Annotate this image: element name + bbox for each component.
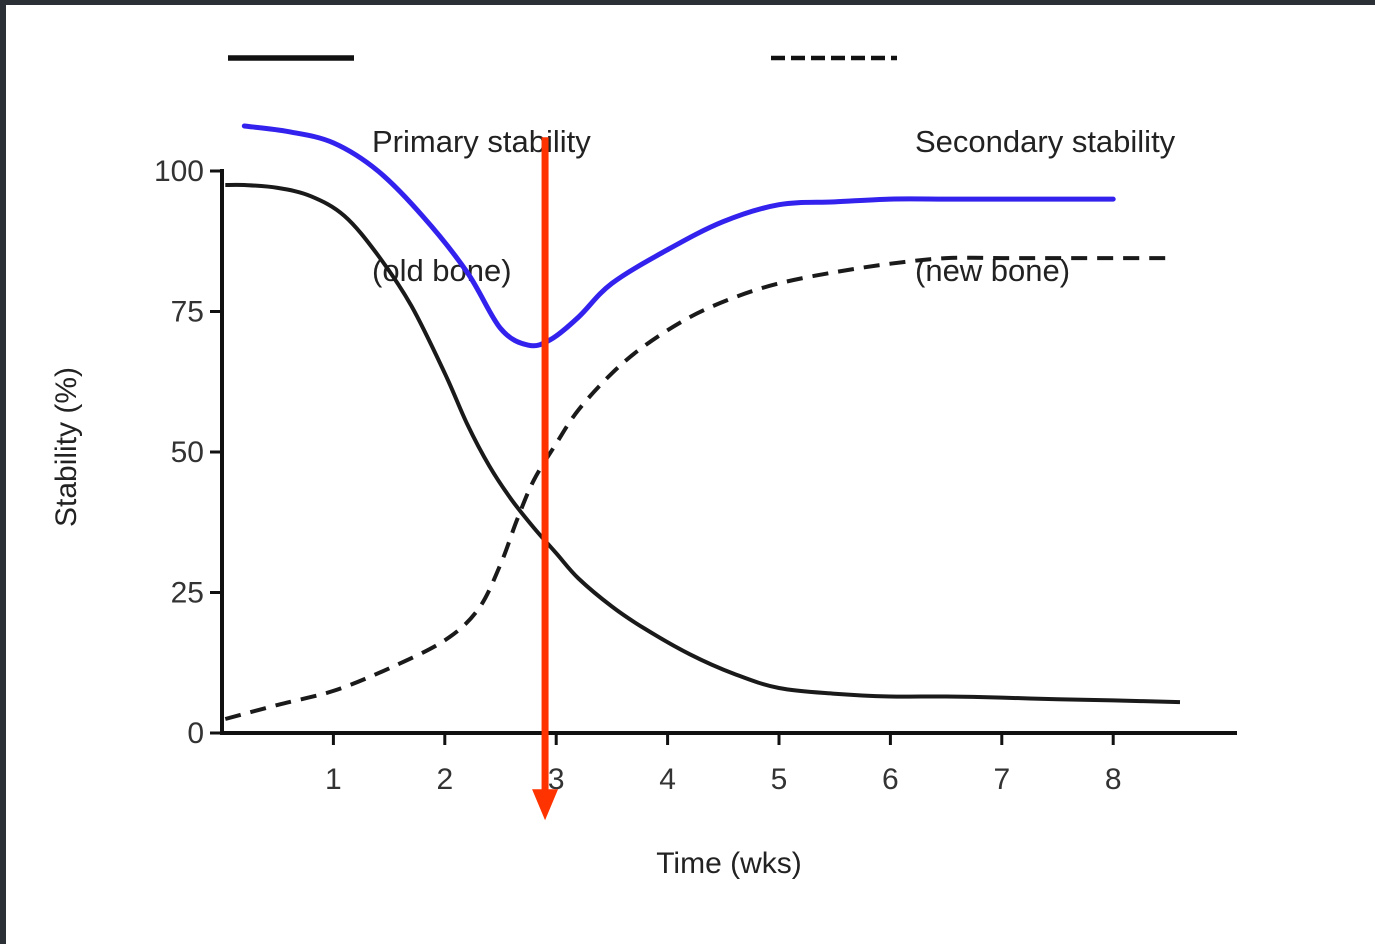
axes: 0 25 50 75 100 1 2 3 4 5 6 7 8 Time (wks) Stability (%…	[50, 155, 1237, 880]
chart-canvas	[6, 5, 1375, 944]
series-line-primary	[225, 182, 1181, 705]
x-tick-label-1: 1	[325, 763, 342, 796]
y-axis-title: Stability (%)	[50, 367, 83, 527]
legend-secondary-line1: Secondary stability	[915, 124, 1176, 159]
series-line-secondary	[224, 255, 1169, 721]
x-tick-label-6: 6	[882, 763, 899, 796]
x-tick-label-8: 8	[1105, 763, 1122, 796]
x-tick-label-7: 7	[993, 763, 1010, 796]
annotation-layer	[241, 123, 1116, 821]
y-tick-label-75: 75	[171, 296, 204, 329]
legend-swatch-secondary	[771, 55, 897, 61]
y-tick-label-50: 50	[171, 436, 204, 469]
y-tick-label-100: 100	[154, 155, 204, 188]
annotation-arrow-head	[532, 789, 559, 821]
x-axis-title: Time (wks)	[656, 847, 802, 880]
x-tick-label-2: 2	[436, 763, 453, 796]
y-tick-label-0: 0	[187, 717, 204, 750]
x-tick-label-5: 5	[771, 763, 788, 796]
series-layer	[224, 182, 1181, 721]
x-tick-label-4: 4	[659, 763, 676, 796]
y-tick-label-25: 25	[171, 577, 204, 610]
x-tick-label-3: 3	[548, 763, 565, 796]
annotation-curve-overall-stability	[241, 123, 1116, 349]
legend-swatch-primary	[228, 55, 354, 61]
legend-primary-line1: Primary stability	[372, 124, 591, 159]
